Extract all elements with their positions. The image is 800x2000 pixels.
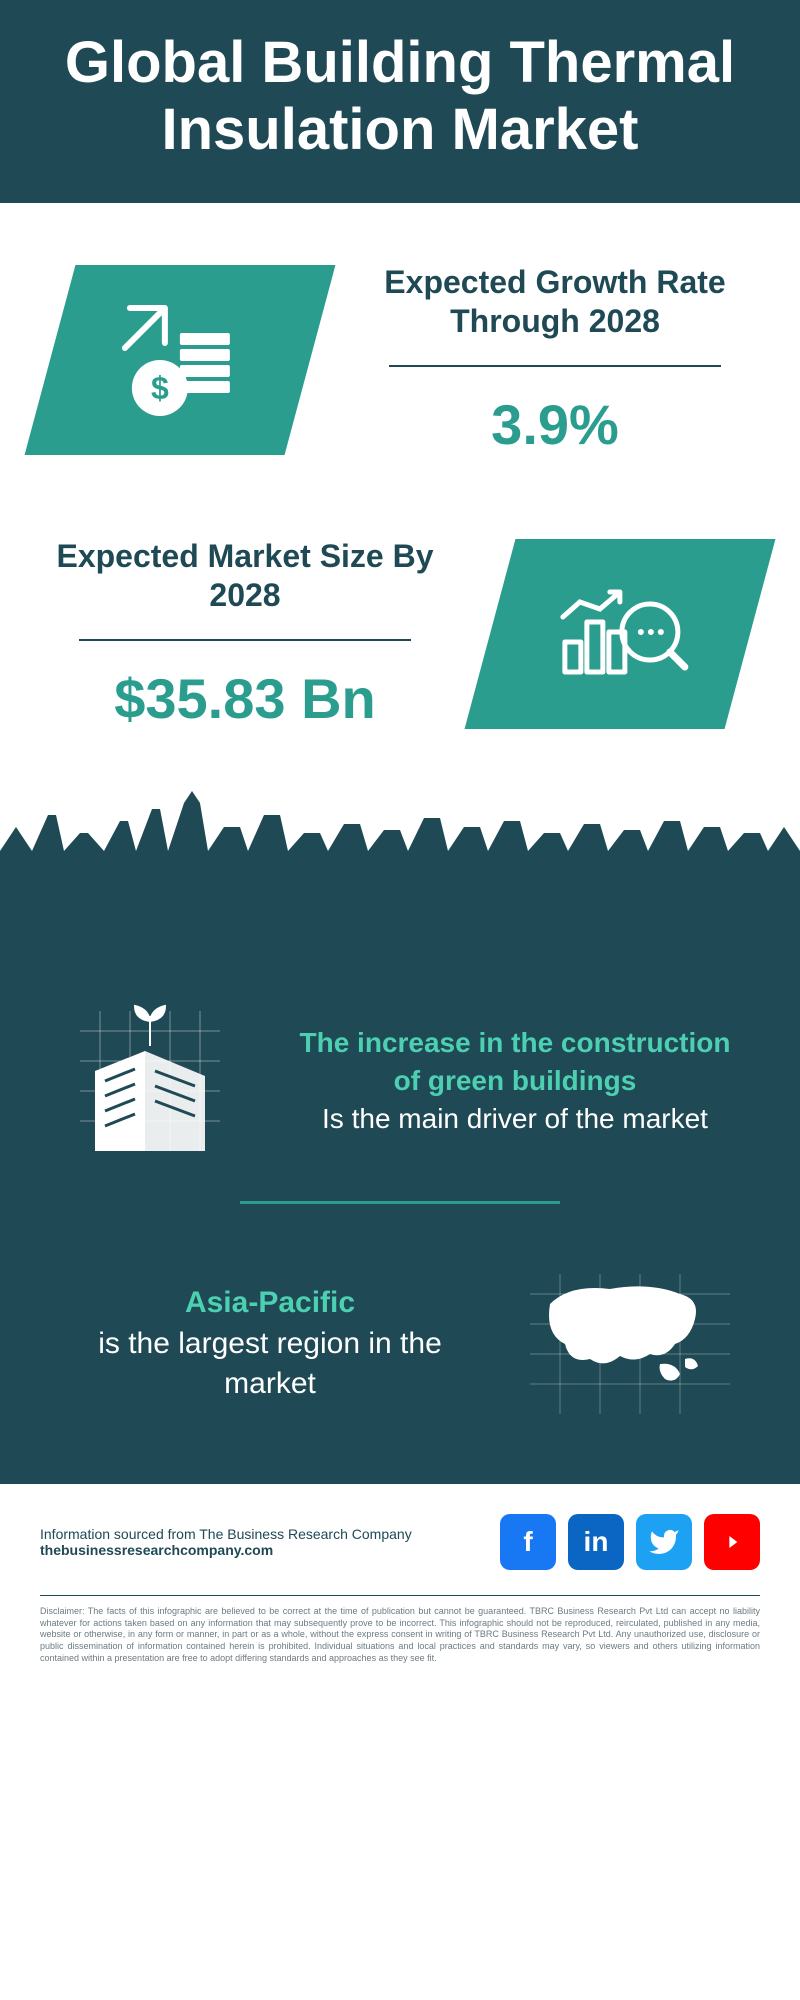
market-text: Expected Market Size By 2028 $35.83 Bn — [50, 537, 440, 731]
driver-text: The increase in the construction of gree… — [290, 1024, 740, 1137]
facebook-icon[interactable]: f — [500, 1514, 556, 1570]
driver-subtext: Is the main driver of the market — [290, 1100, 740, 1138]
region-highlight: Asia-Pacific — [60, 1283, 480, 1324]
source-link[interactable]: thebusinessresearchcompany.com — [40, 1542, 412, 1558]
market-title: Expected Market Size By 2028 — [50, 537, 440, 614]
chart-analysis-icon — [545, 567, 695, 697]
footer-top: Information sourced from The Business Re… — [40, 1514, 760, 1585]
growth-value: 3.9% — [360, 392, 750, 457]
driver-highlight: The increase in the construction of gree… — [290, 1024, 740, 1100]
page-title: Global Building Thermal Insulation Marke… — [0, 0, 800, 203]
stat-market-size: Expected Market Size By 2028 $35.83 Bn — [50, 537, 750, 731]
green-building-icon — [60, 991, 240, 1171]
asia-map-icon — [520, 1264, 740, 1424]
driver-block: The increase in the construction of gree… — [60, 991, 740, 1171]
source-info: Information sourced from The Business Re… — [40, 1526, 412, 1558]
divider — [79, 639, 411, 641]
linkedin-icon[interactable]: in — [568, 1514, 624, 1570]
insights-section: The increase in the construction of gree… — [0, 971, 800, 1484]
market-value: $35.83 Bn — [50, 666, 440, 731]
divider — [389, 365, 721, 367]
footer-divider — [40, 1595, 760, 1596]
disclaimer-text: Disclaimer: The facts of this infographi… — [40, 1606, 760, 1684]
stats-section: $ Expected Growth Rate Through 2028 3.9% — [0, 203, 800, 851]
social-icons: f in — [500, 1514, 760, 1570]
market-icon-block — [465, 539, 776, 729]
twitter-icon[interactable] — [636, 1514, 692, 1570]
region-block: Asia-Pacific is the largest region in th… — [60, 1264, 740, 1424]
skyline-graphic — [0, 851, 800, 971]
region-subtext: is the largest region in the market — [60, 1324, 480, 1405]
growth-text: Expected Growth Rate Through 2028 3.9% — [360, 263, 750, 457]
footer: Information sourced from The Business Re… — [0, 1484, 800, 1694]
growth-title: Expected Growth Rate Through 2028 — [360, 263, 750, 340]
money-growth-icon: $ — [110, 293, 250, 423]
growth-icon-block: $ — [25, 265, 336, 455]
region-text: Asia-Pacific is the largest region in th… — [60, 1283, 480, 1405]
stat-growth-rate: $ Expected Growth Rate Through 2028 3.9% — [50, 263, 750, 457]
source-text: Information sourced from The Business Re… — [40, 1526, 412, 1542]
section-divider — [240, 1201, 560, 1204]
svg-text:$: $ — [151, 370, 169, 406]
youtube-icon[interactable] — [704, 1514, 760, 1570]
